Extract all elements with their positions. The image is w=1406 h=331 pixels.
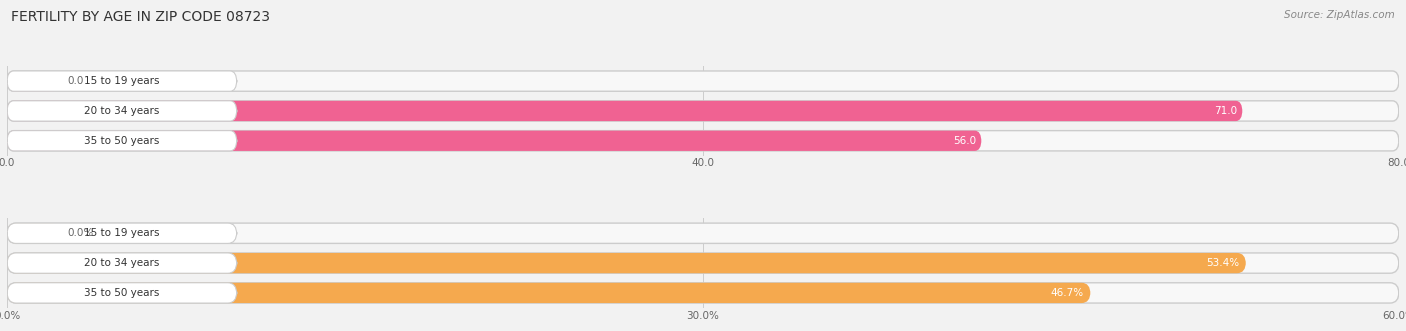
FancyBboxPatch shape — [7, 71, 236, 91]
FancyBboxPatch shape — [7, 283, 1399, 303]
Text: Source: ZipAtlas.com: Source: ZipAtlas.com — [1284, 10, 1395, 20]
Text: FERTILITY BY AGE IN ZIP CODE 08723: FERTILITY BY AGE IN ZIP CODE 08723 — [11, 10, 270, 24]
Text: 71.0: 71.0 — [1213, 106, 1237, 116]
FancyBboxPatch shape — [7, 71, 60, 91]
FancyBboxPatch shape — [7, 223, 60, 243]
FancyBboxPatch shape — [7, 253, 236, 273]
FancyBboxPatch shape — [7, 131, 981, 151]
Text: 35 to 50 years: 35 to 50 years — [84, 136, 159, 146]
Text: 20 to 34 years: 20 to 34 years — [84, 106, 159, 116]
Text: 15 to 19 years: 15 to 19 years — [84, 228, 160, 238]
FancyBboxPatch shape — [7, 101, 1399, 121]
FancyBboxPatch shape — [7, 71, 1399, 91]
FancyBboxPatch shape — [7, 131, 1399, 151]
FancyBboxPatch shape — [7, 131, 236, 151]
Text: 35 to 50 years: 35 to 50 years — [84, 288, 159, 298]
FancyBboxPatch shape — [7, 223, 236, 243]
FancyBboxPatch shape — [7, 253, 1246, 273]
Text: 0.0: 0.0 — [67, 76, 83, 86]
Text: 15 to 19 years: 15 to 19 years — [84, 76, 160, 86]
Text: 46.7%: 46.7% — [1050, 288, 1084, 298]
FancyBboxPatch shape — [7, 101, 236, 121]
Text: 0.0%: 0.0% — [67, 228, 93, 238]
Text: 56.0: 56.0 — [953, 136, 976, 146]
FancyBboxPatch shape — [7, 283, 236, 303]
Text: 20 to 34 years: 20 to 34 years — [84, 258, 159, 268]
FancyBboxPatch shape — [7, 253, 1399, 273]
FancyBboxPatch shape — [7, 101, 1243, 121]
Text: 53.4%: 53.4% — [1206, 258, 1239, 268]
FancyBboxPatch shape — [7, 223, 1399, 243]
FancyBboxPatch shape — [7, 283, 1091, 303]
